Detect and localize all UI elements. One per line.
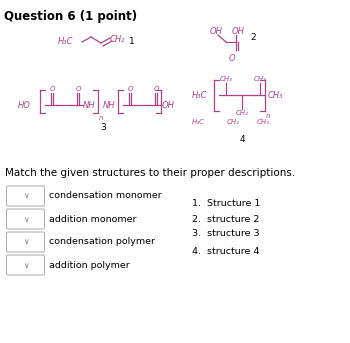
- Text: H₃C: H₃C: [192, 91, 208, 99]
- Text: CH₂: CH₂: [110, 35, 126, 45]
- Text: CH₃: CH₃: [253, 76, 266, 82]
- Text: n: n: [99, 115, 104, 121]
- Text: CH₂: CH₂: [236, 110, 248, 116]
- Text: O: O: [153, 86, 159, 92]
- Text: OH: OH: [232, 27, 245, 36]
- Text: 3: 3: [100, 122, 106, 131]
- Text: ∨: ∨: [23, 191, 28, 201]
- Text: 4.  structure 4: 4. structure 4: [192, 248, 259, 257]
- Text: NH: NH: [103, 100, 116, 109]
- Text: CH₃: CH₃: [257, 119, 270, 125]
- Text: OH: OH: [162, 100, 175, 109]
- Text: condensation polymer: condensation polymer: [49, 237, 155, 247]
- Text: Question 6 (1 point): Question 6 (1 point): [4, 10, 137, 23]
- FancyBboxPatch shape: [7, 186, 44, 206]
- Text: ∨: ∨: [23, 214, 28, 224]
- Text: H₃C: H₃C: [192, 119, 205, 125]
- Text: O: O: [229, 54, 235, 63]
- Text: ∨: ∨: [23, 260, 28, 270]
- Text: OH: OH: [210, 27, 223, 36]
- Text: condensation monomer: condensation monomer: [49, 191, 162, 201]
- Text: O: O: [49, 86, 55, 92]
- Text: CH₃: CH₃: [268, 91, 284, 99]
- Text: addition monomer: addition monomer: [49, 214, 136, 224]
- FancyBboxPatch shape: [7, 209, 44, 229]
- Text: Match the given structures to their proper descriptions.: Match the given structures to their prop…: [5, 168, 295, 178]
- Text: 2: 2: [250, 33, 255, 42]
- Text: 4: 4: [239, 135, 245, 144]
- Text: 1: 1: [129, 37, 135, 47]
- FancyBboxPatch shape: [7, 255, 44, 275]
- Text: H₃C: H₃C: [58, 37, 74, 47]
- FancyBboxPatch shape: [7, 232, 44, 252]
- Text: 2.  structure 2: 2. structure 2: [192, 214, 259, 224]
- Text: 3.  structure 3: 3. structure 3: [192, 229, 260, 238]
- Text: CH₃: CH₃: [219, 76, 232, 82]
- Text: HO: HO: [18, 100, 31, 109]
- Text: ∨: ∨: [23, 237, 28, 247]
- Text: NH: NH: [83, 100, 96, 109]
- Text: O: O: [75, 86, 81, 92]
- Text: n: n: [266, 113, 271, 119]
- Text: addition polymer: addition polymer: [49, 260, 130, 270]
- Text: CH₂: CH₂: [227, 119, 240, 125]
- Text: 1.  Structure 1: 1. Structure 1: [192, 200, 260, 209]
- Text: O: O: [127, 86, 133, 92]
